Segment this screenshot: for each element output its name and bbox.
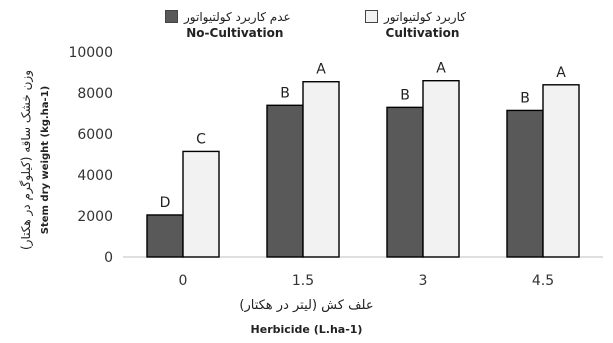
bar-no-cultivation bbox=[266, 104, 304, 258]
x-tick-label: 1.5 bbox=[292, 273, 314, 289]
bar-letter-label: B bbox=[280, 85, 290, 101]
legend-swatch-cultivation bbox=[365, 10, 378, 23]
bar-letter-label: C bbox=[196, 131, 206, 147]
y-tick-label: 6000 bbox=[77, 127, 113, 143]
x-tick-label: 4.5 bbox=[532, 273, 554, 289]
bar-no-cultivation bbox=[146, 214, 184, 258]
y-tick-label: 8000 bbox=[77, 86, 113, 102]
legend-label-cultivation-en: Cultivation bbox=[385, 25, 460, 40]
bar-no-cultivation bbox=[386, 106, 424, 258]
bar-letter-label: B bbox=[520, 90, 530, 106]
x-axis-title-en: Herbicide (L.ha-1) bbox=[250, 323, 363, 336]
y-axis-title-fa: وزن خشک ساقه (کیلوگرم در هکتار) bbox=[19, 69, 33, 251]
bar-cultivation bbox=[542, 84, 580, 258]
legend-label-cultivation-fa: کاربرد کولتیواتور bbox=[384, 9, 466, 24]
legend-label-no-cultivation-fa: عدم کاربرد کولتیواتور bbox=[184, 9, 291, 24]
y-tick-label: 10000 bbox=[68, 45, 113, 61]
x-tick-label: 0 bbox=[179, 273, 188, 289]
bar-cultivation bbox=[182, 150, 220, 258]
bar-letter-label: B bbox=[400, 87, 410, 103]
x-axis-title-fa: علف کش (لیتر در هکتار) bbox=[239, 298, 374, 313]
bar-cultivation bbox=[422, 79, 460, 258]
x-tick-label: 3 bbox=[419, 273, 428, 289]
bar-no-cultivation bbox=[506, 109, 544, 258]
bar-letter-label: A bbox=[316, 62, 326, 78]
legend-cultivation: کاربرد کولتیواتور Cultivation bbox=[365, 8, 466, 41]
legend-no-cultivation: عدم کاربرد کولتیواتور No-Cultivation bbox=[165, 8, 291, 41]
bar-letter-label: A bbox=[436, 61, 446, 77]
legend-swatch-no-cultivation bbox=[165, 10, 178, 23]
y-axis-title-en: Stem dry weight (kg.ha-1) bbox=[37, 30, 51, 290]
bar-letter-label: D bbox=[160, 195, 171, 211]
bar-letter-label: A bbox=[556, 65, 566, 81]
y-axis-title-en-text: Stem dry weight (kg.ha-1) bbox=[40, 85, 51, 235]
legend-label-no-cultivation-en: No-Cultivation bbox=[186, 25, 284, 40]
y-tick-label: 0 bbox=[104, 250, 113, 266]
y-tick-label: 2000 bbox=[77, 209, 113, 225]
y-tick-label: 4000 bbox=[77, 168, 113, 184]
bar-cultivation bbox=[302, 81, 340, 258]
